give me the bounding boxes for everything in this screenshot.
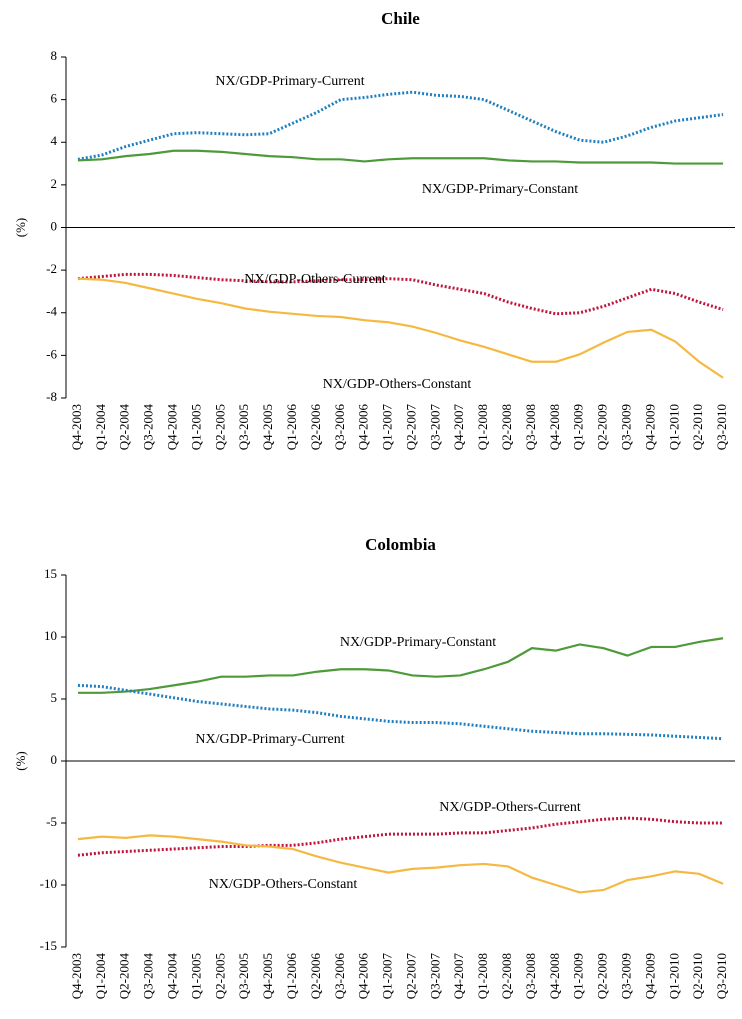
- series-label: NX/GDP-Primary-Constant: [422, 182, 578, 197]
- x-tick-label: Q1-2010: [666, 953, 681, 999]
- series-line: [77, 637, 724, 694]
- x-tick-label: Q3-2006: [332, 404, 347, 451]
- x-tick-label: Q2-2010: [690, 404, 705, 450]
- x-tick-label: Q3-2008: [523, 953, 538, 999]
- series-line: [77, 277, 724, 379]
- x-tick-label: Q1-2005: [188, 953, 203, 999]
- x-tick-label: Q1-2009: [571, 953, 586, 999]
- x-tick-label: Q3-2009: [618, 953, 633, 999]
- x-tick-label: Q1-2009: [571, 404, 586, 450]
- x-tick-label: Q4-2006: [356, 953, 371, 1000]
- series-line: [77, 149, 724, 165]
- y-tick-label: -6: [46, 346, 57, 361]
- x-tick-label: Q3-2005: [236, 953, 251, 999]
- y-tick-label: 15: [44, 566, 57, 581]
- x-tick-label: Q1-2005: [188, 404, 203, 450]
- x-tick-label: Q1-2007: [380, 953, 395, 1000]
- x-tick-label: Q4-2008: [547, 953, 562, 999]
- y-tick-label: 5: [51, 690, 58, 705]
- x-tick-label: Q3-2004: [141, 404, 156, 451]
- x-tick-label: Q1-2004: [93, 953, 108, 1000]
- series-line: [77, 683, 724, 741]
- x-tick-label: Q2-2010: [690, 953, 705, 999]
- x-tick-label: Q3-2007: [427, 953, 442, 1000]
- x-tick-label: Q1-2004: [93, 404, 108, 451]
- x-tick-label: Q2-2009: [595, 953, 610, 999]
- series-label: NX/GDP-Primary-Current: [195, 732, 344, 747]
- y-tick-label: -4: [46, 304, 57, 319]
- x-tick-label: Q4-2003: [69, 404, 84, 450]
- x-tick-label: Q2-2007: [403, 404, 418, 451]
- x-tick-label: Q4-2009: [642, 404, 657, 450]
- series-label: NX/GDP-Others-Current: [244, 272, 386, 287]
- y-tick-label: -10: [40, 876, 57, 891]
- x-tick-label: Q4-2007: [451, 404, 466, 451]
- x-tick-label: Q2-2007: [403, 953, 418, 1000]
- y-tick-label: -8: [46, 389, 57, 404]
- x-tick-label: Q3-2009: [618, 404, 633, 450]
- series-line: [77, 90, 724, 161]
- x-tick-label: Q2-2005: [212, 953, 227, 999]
- x-tick-label: Q2-2006: [308, 953, 323, 1000]
- y-tick-label: 2: [51, 176, 58, 191]
- y-tick-label: 0: [51, 218, 58, 233]
- x-tick-label: Q4-2009: [642, 953, 657, 999]
- series-label: NX/GDP-Primary-Constant: [340, 635, 496, 650]
- x-tick-label: Q2-2006: [308, 404, 323, 451]
- y-tick-label: 8: [51, 48, 58, 63]
- x-tick-label: Q4-2005: [260, 953, 275, 999]
- y-tick-label: 10: [44, 628, 57, 643]
- y-tick-label: 4: [51, 133, 58, 148]
- x-tick-label: Q1-2006: [284, 404, 299, 451]
- chart-title: Chile: [381, 9, 420, 28]
- y-axis-label: (%): [13, 751, 28, 771]
- x-tick-label: Q3-2010: [714, 404, 729, 450]
- x-tick-label: Q3-2005: [236, 404, 251, 450]
- x-tick-label: Q1-2006: [284, 953, 299, 1000]
- y-tick-label: 6: [51, 91, 58, 106]
- x-tick-label: Q2-2008: [499, 404, 514, 450]
- chart-title: Colombia: [365, 535, 436, 554]
- x-tick-label: Q2-2004: [117, 953, 132, 1000]
- series-line: [77, 834, 724, 894]
- x-tick-label: Q1-2008: [475, 404, 490, 450]
- x-tick-label: Q2-2008: [499, 953, 514, 999]
- y-axis-label: (%): [13, 218, 28, 238]
- x-tick-label: Q3-2007: [427, 404, 442, 451]
- series-label: NX/GDP-Others-Constant: [209, 877, 358, 892]
- x-tick-label: Q1-2007: [380, 404, 395, 451]
- x-tick-label: Q3-2010: [714, 953, 729, 999]
- x-tick-label: Q4-2008: [547, 404, 562, 450]
- series-label: NX/GDP-Others-Constant: [323, 377, 472, 392]
- x-tick-label: Q3-2004: [141, 953, 156, 1000]
- x-tick-label: Q4-2005: [260, 404, 275, 450]
- y-tick-label: -5: [46, 814, 57, 829]
- x-tick-label: Q4-2007: [451, 953, 466, 1000]
- x-tick-label: Q1-2008: [475, 953, 490, 999]
- x-tick-label: Q3-2008: [523, 404, 538, 450]
- x-tick-label: Q1-2010: [666, 404, 681, 450]
- y-tick-label: 0: [51, 752, 58, 767]
- x-tick-label: Q4-2004: [165, 404, 180, 451]
- x-tick-label: Q3-2006: [332, 953, 347, 1000]
- series-label: NX/GDP-Others-Current: [439, 800, 581, 815]
- x-tick-label: Q2-2004: [117, 404, 132, 451]
- x-tick-label: Q2-2005: [212, 404, 227, 450]
- x-tick-label: Q2-2009: [595, 404, 610, 450]
- y-tick-label: -15: [40, 938, 57, 953]
- x-tick-label: Q4-2003: [69, 953, 84, 999]
- x-tick-label: Q4-2004: [165, 953, 180, 1000]
- series-label: NX/GDP-Primary-Current: [215, 74, 364, 89]
- x-tick-label: Q4-2006: [356, 404, 371, 451]
- y-tick-label: -2: [46, 261, 57, 276]
